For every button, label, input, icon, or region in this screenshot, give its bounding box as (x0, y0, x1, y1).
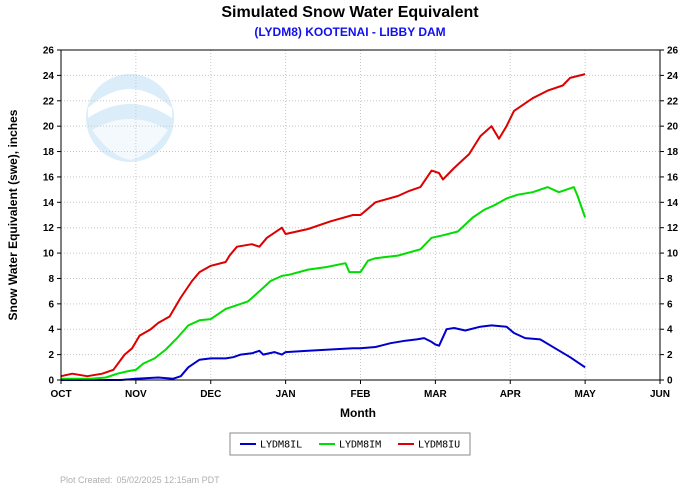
y-tick-label-right: 6 (667, 299, 673, 310)
x-tick-label: DEC (200, 389, 221, 400)
y-tick-label-left: 0 (48, 376, 54, 387)
y-tick-label-left: 20 (43, 122, 55, 133)
y-tick-label-left: 12 (43, 223, 55, 234)
legend-box (229, 432, 471, 456)
y-tick-label-left: 8 (48, 274, 54, 285)
noaa-logo-text: NOAA (111, 92, 150, 107)
noaa-logo-watermark: NOAA (86, 74, 174, 162)
x-tick-label: FEB (351, 389, 371, 400)
y-tick-label-left: 24 (43, 71, 55, 82)
y-tick-label-right: 2 (667, 350, 673, 361)
series-line-lydm8il (61, 324, 586, 381)
x-tick-label: JAN (276, 389, 296, 400)
x-axis-label: Month (340, 406, 376, 420)
plot-created-label: Plot Created: 05/02/2025 12:15am PDT (60, 475, 220, 485)
series-line-lydm8iu (60, 73, 586, 378)
y-tick-label-right: 0 (667, 376, 673, 387)
x-tick-label: MAR (424, 389, 448, 400)
y-tick-label-right: 14 (667, 198, 679, 209)
x-tick-label: JUN (650, 389, 670, 400)
series-layer (60, 73, 587, 381)
plot-created-value: 05/02/2025 12:15am PDT (117, 475, 221, 485)
y-tick-label-left: 10 (43, 249, 55, 260)
y-tick-label-left: 22 (43, 96, 55, 107)
series-line-lydm8im (61, 186, 587, 380)
x-tick-label: OCT (50, 389, 71, 400)
y-tick-label-right: 8 (667, 274, 673, 285)
y-tick-label-right: 4 (667, 325, 673, 336)
y-tick-label-left: 18 (43, 147, 55, 158)
y-tick-label-right: 18 (667, 147, 679, 158)
legend-label-lydm8iu: LYDM8IU (418, 440, 460, 451)
plot-created-title: Plot Created: (60, 475, 113, 485)
chart-title: Simulated Snow Water Equivalent (221, 4, 479, 21)
y-tick-label-right: 16 (667, 172, 679, 183)
y-tick-label-left: 14 (43, 198, 55, 209)
x-tick-label: NOV (125, 389, 147, 400)
y-tick-label-left: 2 (48, 350, 54, 361)
legend: LYDM8IL LYDM8IM LYDM8IU (229, 432, 471, 456)
y-tick-label-left: 26 (43, 46, 55, 57)
y-tick-label-right: 22 (667, 96, 679, 107)
y-tick-label-right: 24 (667, 71, 679, 82)
y-tick-label-right: 20 (667, 122, 679, 133)
x-tick-label: APR (500, 389, 522, 400)
y-tick-label-left: 16 (43, 172, 55, 183)
y-tick-label-right: 12 (667, 223, 679, 234)
y-tick-label-right: 10 (667, 249, 679, 260)
legend-label-lydm8il: LYDM8IL (260, 440, 302, 451)
legend-label-lydm8im: LYDM8IM (339, 440, 381, 451)
y-tick-label-right: 26 (667, 46, 679, 57)
chart-subtitle: (LYDM8) KOOTENAI - LIBBY DAM (254, 25, 445, 39)
x-tick-label: MAY (574, 389, 596, 400)
y-tick-label-left: 6 (48, 299, 54, 310)
y-axis-label: Snow Water Equivalent (swe), inches (6, 109, 20, 320)
y-tick-label-left: 4 (48, 325, 54, 336)
